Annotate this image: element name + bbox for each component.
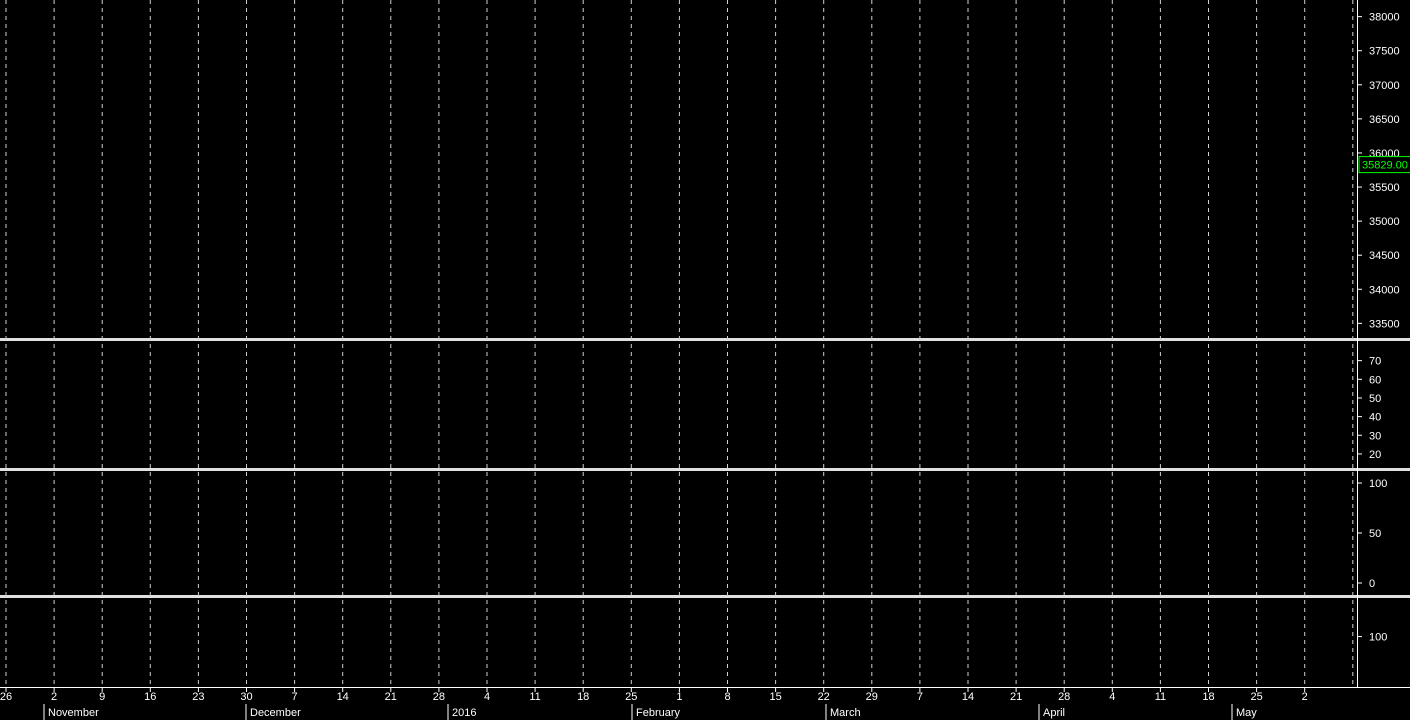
date-tick-label: 21 [1010,691,1022,703]
date-tick-label: 14 [337,691,349,703]
panel-background [0,342,1357,467]
date-tick-label: 25 [1250,691,1262,703]
date-tick-label: 28 [1058,691,1070,703]
date-tick-label: 28 [433,691,445,703]
date-tick-label: 16 [144,691,156,703]
panel-divider [0,338,1410,341]
date-tick-label: 2 [1302,691,1308,703]
month-label: April [1043,707,1065,719]
date-tick-label: 22 [818,691,830,703]
axis-tick-label: 60 [1369,374,1381,386]
date-tick-label: 11 [529,691,540,703]
date-tick-label: 2 [51,691,57,703]
month-label: February [636,707,681,719]
date-tick-label: 25 [625,691,637,703]
axis-tick-label: 100 [1369,632,1387,644]
date-tick-label: 11 [1155,691,1166,703]
month-label: March [830,707,861,719]
month-label: November [48,707,99,719]
panel-background [0,473,1357,593]
axis-tick-label: 100 [1369,478,1387,490]
last-price-box [1358,156,1410,174]
date-tick-label: 21 [385,691,397,703]
axis-tick-label: 0 [1369,578,1375,590]
price-tick-label: 34500 [1369,250,1400,262]
axis-tick-label: 70 [1369,356,1381,368]
month-label: December [250,707,301,719]
date-tick-label: 26 [0,691,12,703]
date-tick-label: 1 [676,691,682,703]
price-tick-label: 38000 [1369,12,1400,24]
price-tick-label: 34000 [1369,284,1400,296]
last-price-label: 35829.00 [1362,160,1408,172]
date-tick-label: 7 [292,691,298,703]
date-tick-label: 18 [1202,691,1214,703]
axis-tick-label: 40 [1369,412,1381,424]
date-tick-label: 8 [724,691,730,703]
month-label: May [1236,707,1257,719]
date-tick-label: 23 [192,691,204,703]
axis-tick-label: 50 [1369,393,1381,405]
date-tick-label: 30 [240,691,252,703]
date-tick-label: 14 [962,691,974,703]
month-label: 2016 [452,707,476,719]
price-tick-label: 35500 [1369,182,1400,194]
price-tick-label: 35000 [1369,216,1400,228]
date-axis: 26 2 9 16 23 30 7 14 21 28 4 11 18 25 1 8 15 22 29 7 14 21 28 4… [0,688,1308,720]
price-tick-label: 37500 [1369,46,1400,58]
date-tick-label: 9 [99,691,105,703]
axis-tick-label: 20 [1369,449,1381,461]
date-tick-label: 4 [484,691,490,703]
axis-tick-label: 50 [1369,528,1381,540]
price-tick-label: 37000 [1369,80,1400,92]
panel-divider [0,595,1410,598]
date-tick-label: 15 [769,691,781,703]
price-tick-label: 36500 [1369,114,1400,126]
panel-background [0,599,1357,686]
panel-divider [0,468,1410,471]
price-tick-label: 33500 [1369,318,1400,330]
date-tick-label: 29 [866,691,878,703]
panel-background [0,3,1357,337]
date-tick-label: 18 [577,691,589,703]
date-tick-label: 4 [1109,691,1115,703]
vertical-grid [5,0,1354,686]
axis-tick-label: 30 [1369,430,1381,442]
date-tick-label: 7 [917,691,923,703]
